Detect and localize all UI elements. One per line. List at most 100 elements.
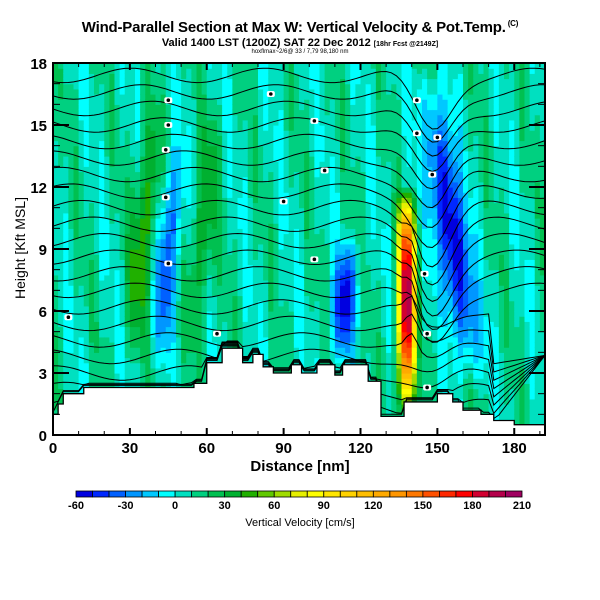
velocity-cell bbox=[217, 342, 223, 348]
velocity-cell bbox=[381, 135, 387, 142]
velocity-cell bbox=[345, 300, 351, 307]
velocity-cell bbox=[186, 238, 192, 245]
velocity-cell bbox=[150, 104, 157, 111]
velocity-cell bbox=[94, 342, 100, 348]
velocity-cell bbox=[63, 300, 69, 307]
velocity-cell bbox=[222, 104, 228, 111]
velocity-cell bbox=[237, 254, 244, 260]
velocity-cell bbox=[304, 176, 310, 183]
velocity-cell bbox=[109, 352, 116, 359]
velocity-cell bbox=[396, 212, 403, 219]
velocity-cell bbox=[165, 212, 172, 219]
velocity-cell bbox=[401, 171, 408, 178]
velocity-cell bbox=[406, 342, 413, 348]
velocity-cell bbox=[196, 249, 203, 255]
velocity-cell bbox=[247, 88, 254, 95]
velocity-cell bbox=[334, 305, 341, 312]
velocity-cell bbox=[201, 68, 208, 74]
velocity-cell bbox=[293, 78, 300, 85]
velocity-cell bbox=[350, 249, 356, 255]
velocity-cell bbox=[401, 78, 408, 85]
velocity-cell bbox=[258, 181, 264, 188]
velocity-cell bbox=[293, 125, 300, 131]
velocity-cell bbox=[334, 357, 341, 364]
velocity-cell bbox=[217, 104, 223, 111]
velocity-cell bbox=[155, 300, 162, 307]
velocity-cell bbox=[114, 367, 121, 374]
velocity-cell bbox=[396, 311, 403, 317]
velocity-cell bbox=[309, 176, 315, 183]
velocity-cell bbox=[211, 166, 218, 173]
velocity-cell bbox=[365, 83, 372, 90]
velocity-cell bbox=[232, 119, 239, 126]
velocity-cell bbox=[135, 274, 141, 281]
velocity-cell bbox=[396, 156, 403, 162]
velocity-cell bbox=[155, 68, 162, 74]
velocity-cell bbox=[263, 254, 269, 260]
velocity-cell bbox=[63, 140, 69, 147]
velocity-cell bbox=[350, 259, 356, 266]
velocity-cell bbox=[329, 295, 336, 302]
velocity-cell bbox=[355, 243, 362, 250]
velocity-cell bbox=[191, 259, 198, 266]
velocity-cell bbox=[94, 207, 100, 214]
velocity-cell bbox=[150, 285, 157, 291]
velocity-cell bbox=[401, 274, 408, 281]
velocity-cell bbox=[206, 269, 213, 276]
velocity-cell bbox=[196, 83, 203, 90]
velocity-cell bbox=[119, 336, 126, 343]
velocity-cell bbox=[201, 109, 208, 116]
velocity-cell bbox=[381, 367, 387, 374]
velocity-cell bbox=[278, 342, 285, 348]
velocity-cell bbox=[124, 78, 131, 85]
velocity-cell bbox=[140, 218, 146, 224]
velocity-cell bbox=[83, 300, 90, 307]
velocity-cell bbox=[119, 290, 126, 297]
velocity-cell bbox=[63, 326, 69, 333]
velocity-cell bbox=[386, 280, 392, 286]
velocity-cell bbox=[150, 373, 157, 379]
velocity-cell bbox=[94, 125, 100, 131]
velocity-cell bbox=[365, 311, 372, 317]
velocity-cell bbox=[396, 68, 403, 74]
velocity-cell bbox=[58, 311, 64, 317]
velocity-cell bbox=[391, 305, 397, 312]
velocity-cell bbox=[360, 290, 367, 297]
velocity-cell bbox=[293, 207, 300, 214]
velocity-cell bbox=[206, 280, 213, 286]
velocity-cell bbox=[293, 145, 300, 152]
velocity-cell bbox=[160, 336, 167, 343]
velocity-cell bbox=[68, 94, 75, 100]
velocity-cell bbox=[58, 212, 64, 219]
velocity-cell bbox=[211, 94, 218, 100]
velocity-cell bbox=[170, 114, 177, 121]
velocity-cell bbox=[283, 212, 290, 219]
velocity-cell bbox=[258, 233, 264, 240]
velocity-cell bbox=[165, 280, 172, 286]
velocity-cell bbox=[114, 228, 121, 235]
velocity-cell bbox=[258, 264, 264, 271]
velocity-cell bbox=[88, 238, 95, 245]
velocity-cell bbox=[94, 264, 100, 271]
velocity-cell bbox=[73, 197, 80, 204]
velocity-cell bbox=[99, 78, 105, 85]
velocity-cell bbox=[334, 342, 341, 348]
velocity-cell bbox=[304, 166, 310, 173]
velocity-cell bbox=[401, 249, 408, 255]
velocity-cell bbox=[334, 249, 341, 255]
velocity-cell bbox=[160, 202, 167, 209]
velocity-cell bbox=[360, 68, 367, 74]
velocity-cell bbox=[258, 207, 264, 214]
velocity-cell bbox=[129, 73, 136, 80]
velocity-cell bbox=[63, 171, 69, 178]
velocity-cell bbox=[237, 326, 244, 333]
velocity-cell bbox=[283, 347, 290, 353]
velocity-cell bbox=[237, 285, 244, 291]
velocity-cell bbox=[345, 238, 351, 245]
velocity-cell bbox=[129, 233, 136, 240]
velocity-cell bbox=[396, 228, 403, 235]
velocity-cell bbox=[124, 109, 131, 116]
velocity-cell bbox=[114, 321, 121, 328]
velocity-cell bbox=[222, 321, 228, 328]
velocity-cell bbox=[119, 94, 126, 100]
